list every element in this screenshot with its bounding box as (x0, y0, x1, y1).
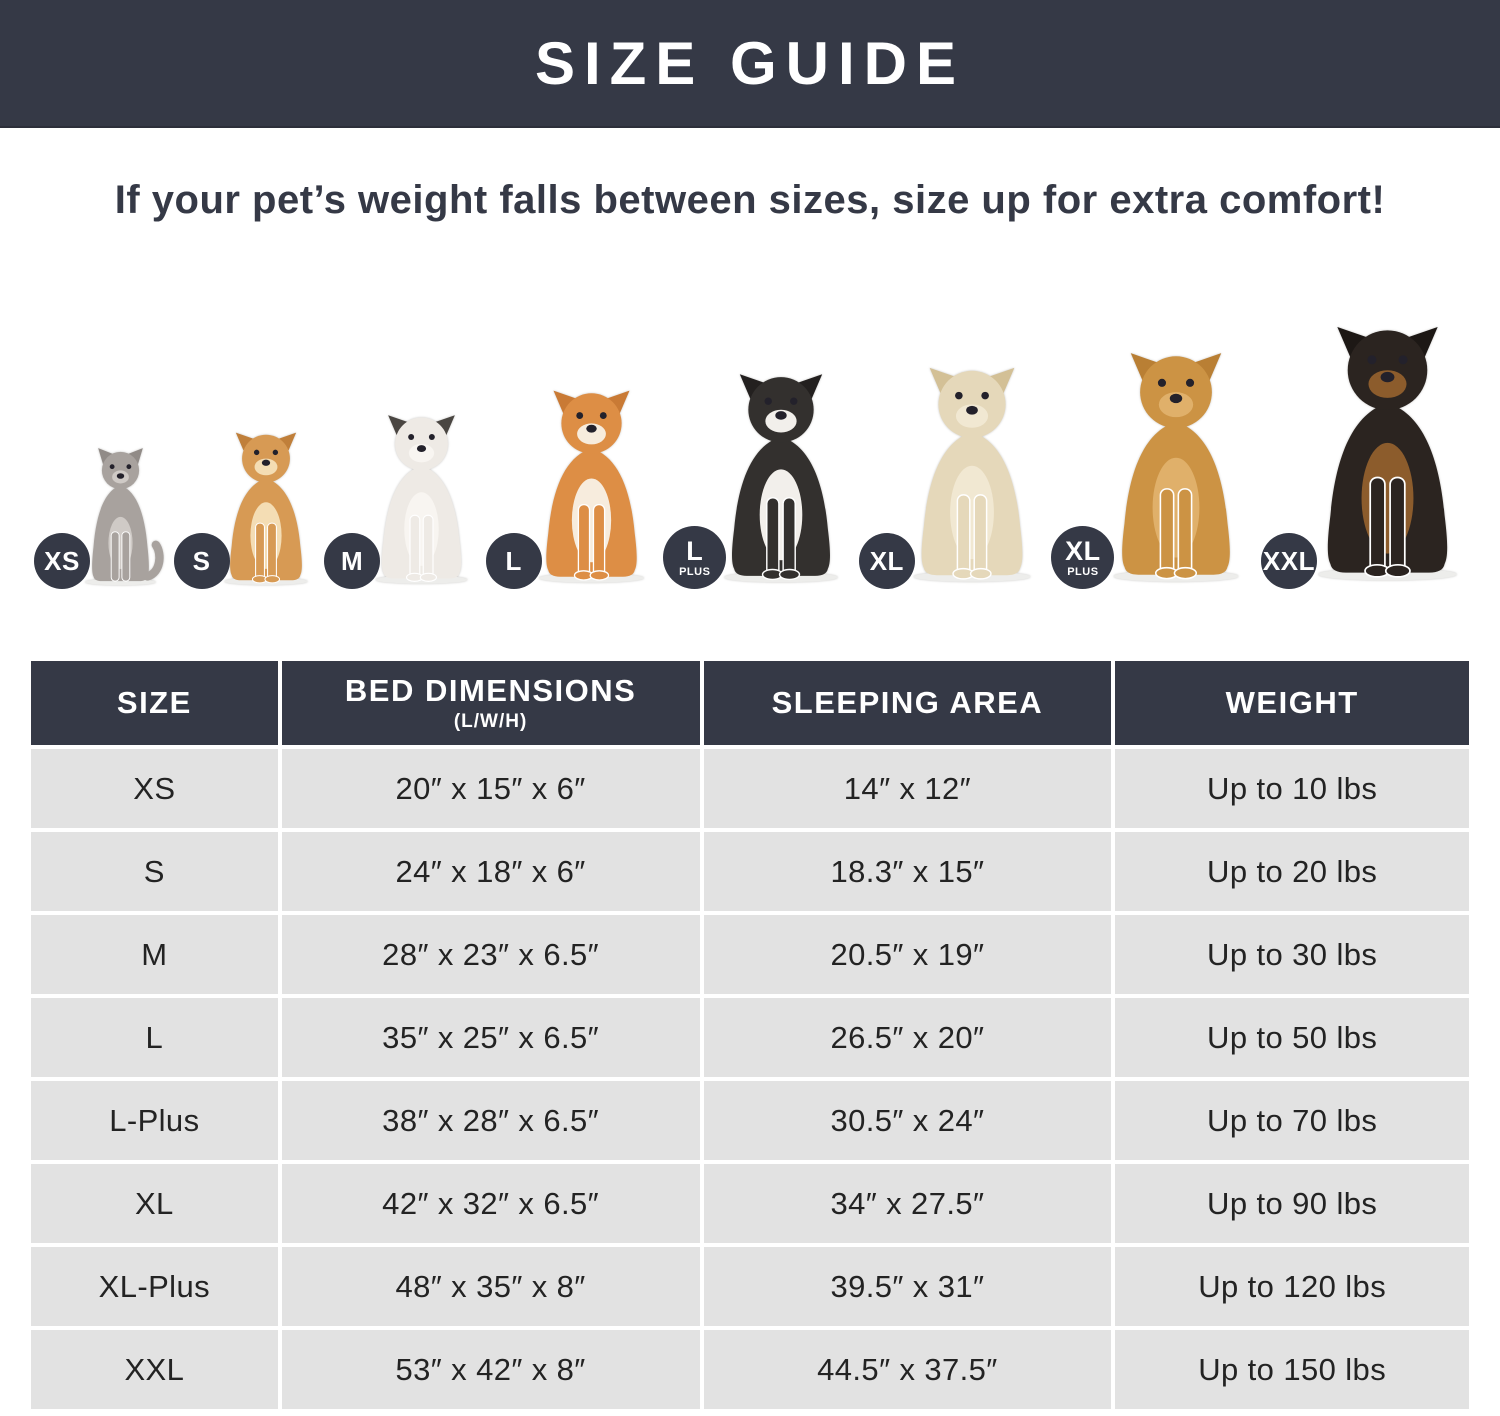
header-cell-size: SIZE (31, 661, 278, 745)
badge-sub-label: PLUS (1067, 565, 1099, 578)
table-row: M 28″ x 23″ x 6.5″ 20.5″ x 19″ Up to 30 lbs (31, 915, 1469, 994)
pet-figure: L PLUS (663, 362, 852, 591)
pet-image-golden-retriever (1113, 353, 1239, 582)
badge-label: S (192, 546, 211, 576)
badge-label: L (505, 546, 522, 576)
badge-label: XS (44, 546, 80, 576)
header-sub-label: (L/W/H) (453, 711, 528, 732)
size-badge: XXL (1260, 533, 1317, 589)
pet-image-border-collie (724, 374, 839, 583)
weight-cell: Up to 50 lbs (1115, 998, 1469, 1077)
size-badge: XL (858, 533, 915, 589)
bed-dimensions-cell: 35″ x 25″ x 6.5″ (281, 998, 700, 1077)
weight-cell: Up to 30 lbs (1115, 915, 1469, 994)
size-cell: S (31, 832, 278, 911)
pet-image-french-bulldog (375, 415, 468, 584)
table-row: L 35″ x 25″ x 6.5″ 26.5″ x 20″ Up to 50 lbs (31, 998, 1469, 1077)
pet-figure: XS (34, 441, 167, 591)
bed-dimensions-cell: 42″ x 32″ x 6.5″ (281, 1164, 700, 1243)
badge-sub-label: PLUS (679, 565, 711, 578)
badge-label: XL (1065, 535, 1101, 566)
page-title: SIZE GUIDE (534, 29, 966, 97)
badge-label: XXL (1262, 546, 1315, 576)
table-body: XS 20″ x 15″ x 6″ 14″ x 12″ Up to 10 lbs S 24… (31, 749, 1469, 1409)
sleeping-area-cell: 26.5″ x 20″ (703, 998, 1112, 1077)
table-row: L-Plus 38″ x 28″ x 6.5″ 30.5″ x 24″ Up to 7… (31, 1081, 1469, 1160)
weight-cell: Up to 10 lbs (1115, 749, 1469, 828)
badge-label: XL (869, 546, 904, 576)
header-cell-sleeping-area: SLEEPING AREA (703, 661, 1112, 745)
size-badge: XL PLUS (1051, 526, 1115, 589)
size-cell: L-Plus (31, 1081, 278, 1160)
weight-cell: Up to 70 lbs (1115, 1081, 1469, 1160)
pet-image-cat (85, 448, 164, 586)
pet-image-labrador (913, 367, 1031, 582)
pet-figure: M (324, 405, 479, 591)
bed-dimensions-cell: 48″ x 35″ x 8″ (281, 1247, 700, 1326)
sleeping-area-cell: 18.3″ x 15″ (703, 832, 1112, 911)
header-cell-weight: WEIGHT (1115, 661, 1469, 745)
weight-cell: Up to 20 lbs (1115, 832, 1469, 911)
pets-row: XS S M L L PLUS XL XL PLUS XXL (0, 223, 1500, 615)
bed-dimensions-cell: 53″ x 42″ x 8″ (281, 1330, 700, 1409)
weight-cell: Up to 120 lbs (1115, 1247, 1469, 1326)
header-label: BED DIMENSIONS (344, 673, 637, 708)
table-row: XXL 53″ x 42″ x 8″ 44.5″ x 37.5″ Up to 150 … (31, 1330, 1469, 1409)
size-badge: L PLUS (663, 526, 727, 589)
sleeping-area-cell: 20.5″ x 19″ (703, 915, 1112, 994)
header-bar: SIZE GUIDE (0, 0, 1500, 128)
sleeping-area-cell: 14″ x 12″ (703, 749, 1112, 828)
bed-dimensions-cell: 38″ x 28″ x 6.5″ (281, 1081, 700, 1160)
pet-figure: XL PLUS (1051, 340, 1254, 591)
size-cell: XL-Plus (31, 1247, 278, 1326)
pet-image-pomeranian (223, 432, 308, 585)
pet-image-doberman (1318, 326, 1457, 581)
badge-label: L (686, 535, 704, 566)
size-badge: XS (34, 533, 90, 589)
size-table-wrap: SIZE BED DIMENSIONS (L/W/H) SLEEPING AREA… (27, 657, 1473, 1413)
size-cell: L (31, 998, 278, 1077)
table-row: XL-Plus 48″ x 35″ x 8″ 39.5″ x 31″ Up to 12… (31, 1247, 1469, 1326)
size-badge: M (324, 533, 381, 589)
size-table: SIZE BED DIMENSIONS (L/W/H) SLEEPING AREA… (27, 657, 1473, 1413)
size-cell: XL (31, 1164, 278, 1243)
table-row: S 24″ x 18″ x 6″ 18.3″ x 15″ Up to 20 lbs (31, 832, 1469, 911)
pet-image-shiba-inu (538, 390, 644, 583)
size-cell: XS (31, 749, 278, 828)
weight-cell: Up to 90 lbs (1115, 1164, 1469, 1243)
header-label: WEIGHT (1225, 685, 1359, 720)
bed-dimensions-cell: 24″ x 18″ x 6″ (281, 832, 700, 911)
size-cell: XXL (31, 1330, 278, 1409)
sleeping-area-cell: 39.5″ x 31″ (703, 1247, 1112, 1326)
table-row: XS 20″ x 15″ x 6″ 14″ x 12″ Up to 10 lbs (31, 749, 1469, 828)
pet-figure: XL (858, 355, 1045, 591)
bed-dimensions-cell: 20″ x 15″ x 6″ (281, 749, 700, 828)
bed-dimensions-cell: 28″ x 23″ x 6.5″ (281, 915, 700, 994)
pet-figure: S (173, 424, 318, 591)
pet-figure: L (485, 379, 657, 591)
pet-figure: XXL (1260, 312, 1474, 591)
badge-label: M (341, 546, 364, 576)
size-badge: S (173, 533, 230, 589)
header-label: SIZE (116, 685, 192, 720)
subtitle-text: If your pet’s weight falls between sizes… (114, 178, 1386, 222)
size-badge: L (485, 533, 542, 589)
sleeping-area-cell: 44.5″ x 37.5″ (703, 1330, 1112, 1409)
table-row: XL 42″ x 32″ x 6.5″ 34″ x 27.5″ Up to 90 lb… (31, 1164, 1469, 1243)
sleeping-area-cell: 34″ x 27.5″ (703, 1164, 1112, 1243)
header-label: SLEEPING AREA (771, 685, 1044, 720)
weight-cell: Up to 150 lbs (1115, 1330, 1469, 1409)
header-cell-bed-dimensions: BED DIMENSIONS (L/W/H) (281, 661, 700, 745)
table-header-row: SIZE BED DIMENSIONS (L/W/H) SLEEPING AREA… (31, 661, 1469, 745)
sleeping-area-cell: 30.5″ x 24″ (703, 1081, 1112, 1160)
size-cell: M (31, 915, 278, 994)
